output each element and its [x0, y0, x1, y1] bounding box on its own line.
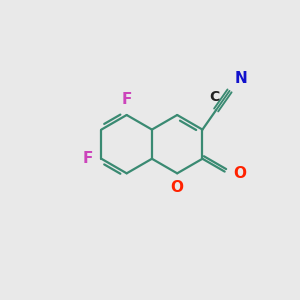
- Text: C: C: [210, 90, 220, 104]
- Text: F: F: [83, 151, 93, 166]
- Text: O: O: [171, 180, 184, 195]
- Text: N: N: [235, 70, 247, 86]
- Text: O: O: [233, 166, 246, 181]
- Text: F: F: [122, 92, 132, 107]
